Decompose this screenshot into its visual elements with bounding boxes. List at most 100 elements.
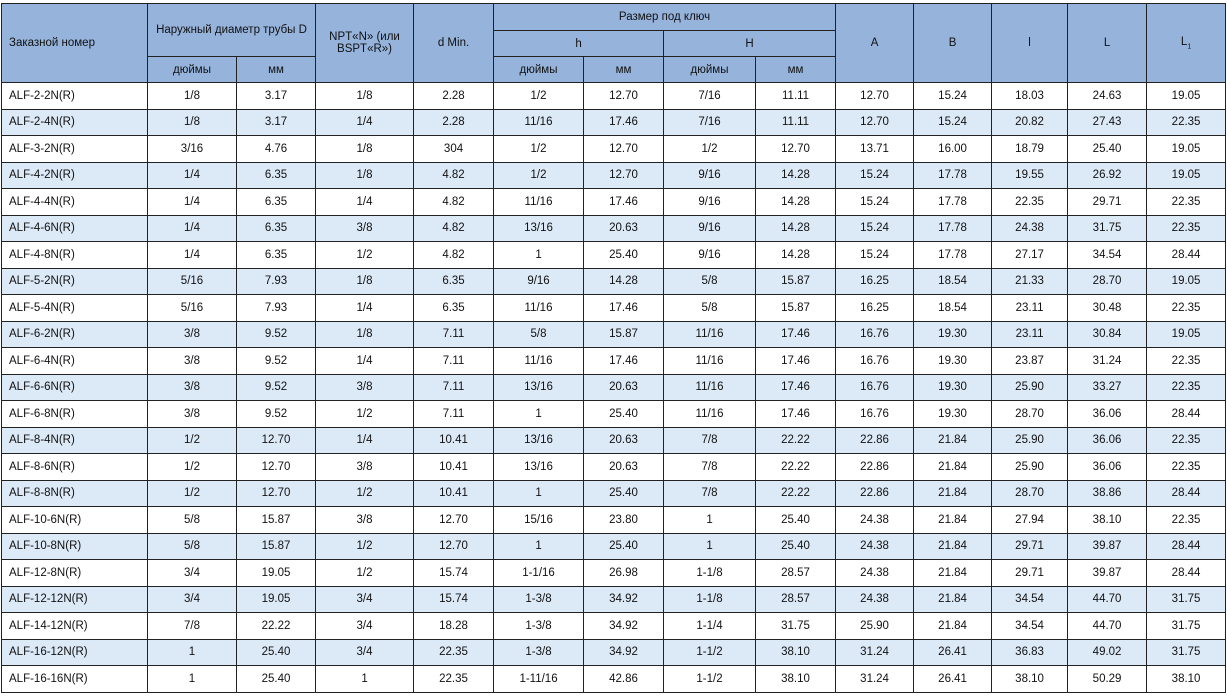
table-cell: 11/16: [663, 373, 757, 401]
table-cell: 28.70: [991, 400, 1069, 428]
table-cell: 15.87: [235, 506, 317, 534]
table-cell: 5/8: [663, 294, 757, 322]
header-L1-sub: 1: [1187, 43, 1192, 51]
table-cell: 1/2: [147, 479, 237, 507]
table-cell: 1: [493, 532, 585, 560]
order-number-cell: ALF-16-16N(R): [1, 665, 148, 693]
table-cell: 1/8: [147, 82, 237, 110]
table-cell: 36.06: [1067, 453, 1148, 481]
table-row: ALF-14-12N(R) 7/8 22.22 3/4 18.28 1-3/8 34.92 1…: [1, 612, 1227, 640]
order-number-cell: ALF-8-4N(R): [1, 426, 148, 454]
table-cell: 9.52: [235, 320, 317, 348]
table-cell: 3/8: [315, 373, 415, 401]
table-row: ALF-8-8N(R) 1/2 12.70 1/2 10.41 1 25.40 7/8 22.2…: [1, 479, 1227, 507]
table-cell: 9.52: [235, 400, 317, 428]
table-cell: 5/8: [663, 267, 757, 295]
table-row: ALF-6-4N(R) 3/8 9.52 1/4 7.11 11/16 17.46 11/16…: [1, 347, 1227, 375]
table-cell: 22.22: [755, 479, 837, 507]
table-cell: 22.35: [1146, 188, 1227, 216]
header-od-inch: дюймы: [147, 56, 237, 83]
table-cell: 21.84: [913, 426, 993, 454]
table-cell: 4.82: [413, 214, 495, 242]
table-cell: 1-3/8: [493, 638, 585, 666]
table-row: ALF-5-4N(R) 5/16 7.93 1/4 6.35 11/16 17.46 5/8 1…: [1, 294, 1227, 322]
table-cell: 30.84: [1067, 320, 1148, 348]
table-cell: 19.05: [1146, 82, 1227, 110]
table-cell: 17.46: [755, 320, 837, 348]
table-cell: 17.46: [583, 108, 665, 136]
table-cell: 12.70: [413, 506, 495, 534]
table-cell: 1/8: [315, 161, 415, 189]
table-cell: 36.83: [991, 638, 1069, 666]
table-cell: 10.41: [413, 453, 495, 481]
table-cell: 14.28: [583, 267, 665, 295]
table-cell: 3.17: [235, 108, 317, 136]
table-cell: 15/16: [493, 506, 585, 534]
table-cell: 11.11: [755, 82, 837, 110]
table-cell: 28.57: [755, 559, 837, 587]
table-cell: 17.46: [755, 347, 837, 375]
table-cell: 3/8: [147, 320, 237, 348]
table-cell: 12.70: [583, 82, 665, 110]
table-cell: 1/2: [315, 559, 415, 587]
table-cell: 22.35: [1146, 347, 1227, 375]
table-cell: 17.78: [913, 241, 993, 269]
table-cell: 22.35: [413, 638, 495, 666]
table-cell: 24.38: [835, 506, 915, 534]
table-cell: 39.87: [1067, 532, 1148, 560]
table-cell: 16.00: [913, 135, 993, 163]
table-cell: 14.28: [755, 241, 837, 269]
table-cell: 15.87: [755, 294, 837, 322]
table-cell: 11/16: [663, 400, 757, 428]
table-cell: 25.40: [235, 665, 317, 693]
table-cell: 1: [663, 532, 757, 560]
table-cell: 11/16: [493, 188, 585, 216]
table-row: ALF-8-4N(R) 1/2 12.70 1/4 10.41 13/16 20.63 7/8…: [1, 426, 1227, 454]
table-cell: 14.28: [755, 214, 837, 242]
table-cell: 38.10: [1146, 665, 1227, 693]
table-cell: 18.03: [991, 82, 1069, 110]
table-cell: 28.44: [1146, 400, 1227, 428]
table-cell: 1/8: [315, 82, 415, 110]
table-cell: 17.46: [583, 188, 665, 216]
table-cell: 304: [413, 135, 495, 163]
table-cell: 25.40: [755, 532, 837, 560]
header-L1-text: L: [1180, 35, 1188, 48]
table-cell: 30.48: [1067, 294, 1148, 322]
header-d-min: d Min.: [413, 3, 495, 83]
header-H-inch: дюймы: [663, 56, 757, 83]
table-cell: 1: [493, 241, 585, 269]
table-cell: 1: [493, 400, 585, 428]
table-cell: 20.63: [583, 373, 665, 401]
header-l: l: [991, 3, 1069, 83]
table-cell: 1: [493, 479, 585, 507]
table-cell: 23.11: [991, 294, 1069, 322]
table-cell: 22.35: [413, 665, 495, 693]
header-h-inch: дюймы: [493, 56, 585, 83]
table-cell: 31.24: [835, 638, 915, 666]
table-cell: 25.40: [583, 479, 665, 507]
order-number-cell: ALF-5-2N(R): [1, 267, 148, 295]
table-cell: 19.05: [1146, 320, 1227, 348]
table-cell: 28.44: [1146, 241, 1227, 269]
table-row: ALF-4-6N(R) 1/4 6.35 3/8 4.82 13/16 20.63 9/16 1…: [1, 214, 1227, 242]
table-cell: 11/16: [663, 347, 757, 375]
table-cell: 16.76: [835, 320, 915, 348]
table-cell: 1: [147, 665, 237, 693]
table-cell: 7.11: [413, 373, 495, 401]
table-row: ALF-12-8N(R) 3/4 19.05 1/2 15.74 1-1/16 26.98 1…: [1, 559, 1227, 587]
order-number-cell: ALF-3-2N(R): [1, 135, 148, 163]
table-cell: 9.52: [235, 373, 317, 401]
table-cell: 25.90: [991, 453, 1069, 481]
table-cell: 17.46: [583, 294, 665, 322]
table-cell: 12.70: [413, 532, 495, 560]
table-row: ALF-2-4N(R) 1/8 3.17 1/4 2.28 11/16 17.46 7/16 1…: [1, 108, 1227, 136]
table-cell: 13.71: [835, 135, 915, 163]
table-cell: 3.17: [235, 82, 317, 110]
table-cell: 29.71: [991, 532, 1069, 560]
table-cell: 7.93: [235, 267, 317, 295]
order-number-cell: ALF-12-12N(R): [1, 585, 148, 613]
table-cell: 15.24: [835, 214, 915, 242]
table-cell: 9/16: [493, 267, 585, 295]
table-cell: 14.28: [755, 161, 837, 189]
